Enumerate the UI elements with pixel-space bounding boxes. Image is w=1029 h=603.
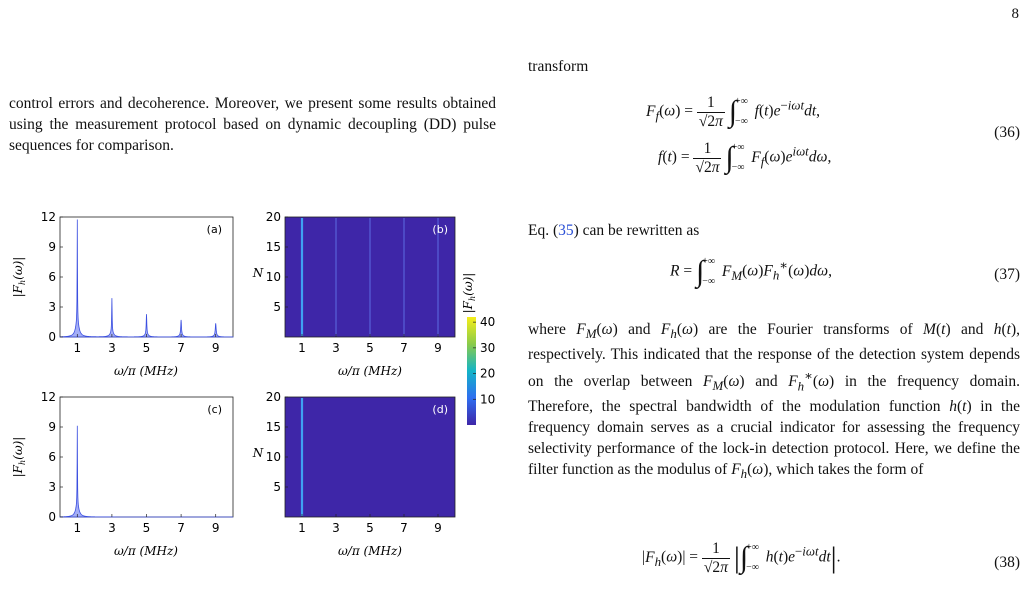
y-tick-label: 15	[266, 420, 281, 434]
y-tick-label: 5	[273, 480, 281, 494]
panel-b-ylabel: N	[252, 266, 264, 280]
panel-a-curve	[59, 219, 234, 338]
equation-37-body: R = ∫ +∞ −∞ FM(ω)Fh∗(ω)dω,	[670, 255, 832, 288]
panel-d: (d) 1 3 5 7 9 5 10 15 20 N ω/π (MHz)	[252, 390, 456, 558]
equation-36-line1: Ff(ω) = 1 √2π ∫ +∞ −∞ f(t)e−iωtdt,	[646, 93, 820, 130]
eq35-reference-line: Eq. (35) can be rewritten as	[528, 220, 1020, 241]
x-tick-label: 1	[298, 521, 306, 535]
equation-38: |Fh(ω)| = 1 √2π |∫ +∞ −∞ h(t)e−iωtdt|. (38)	[528, 538, 1020, 594]
panel-b: (b) 1 3 5 7 9 5 10 15 20 N ω/π (MHz)	[252, 210, 456, 378]
x-tick-label: 1	[73, 341, 81, 355]
heatmap-bright-line	[300, 218, 304, 336]
panel-d-frame	[284, 396, 456, 518]
y-tick-label: 6	[48, 270, 56, 284]
y-tick-label: 0	[48, 510, 56, 524]
heatmap-bright-line	[335, 218, 337, 336]
x-tick-label: 7	[177, 341, 185, 355]
x-tick-label: 3	[332, 521, 340, 535]
y-tick-label: 9	[48, 420, 56, 434]
equation-36: Ff(ω) = 1 √2π ∫ +∞ −∞ f(t)e−iωtdt, f(t) = 1…	[528, 92, 1020, 182]
x-tick-label: 9	[212, 341, 220, 355]
eq35-prefix: Eq. (	[528, 222, 559, 239]
y-tick-label: 20	[266, 210, 281, 224]
x-tick-label: 3	[108, 341, 116, 355]
eq35-link[interactable]: 35	[558, 222, 574, 239]
y-tick-label: 3	[48, 480, 56, 494]
x-tick-label: 5	[143, 341, 151, 355]
x-tick-label: 7	[177, 521, 185, 535]
x-tick-label: 7	[400, 521, 408, 535]
panel-a: (a) 1 3 5 7 9 0 3 6 9 12 |Fh(ω)| ω/π (MHz)	[11, 210, 234, 378]
heatmap-bright-line	[300, 398, 304, 516]
page-number: 8	[1011, 6, 1020, 22]
y-tick-label: 5	[273, 300, 281, 314]
x-tick-label: 9	[434, 341, 442, 355]
x-tick-label: 7	[400, 341, 408, 355]
heatmap-bright-line	[369, 218, 371, 336]
y-tick-label: 9	[48, 240, 56, 254]
panel-d-label: (d)	[432, 403, 448, 416]
y-tick-label: 10	[266, 270, 281, 284]
left-paragraph: control errors and decoherence. Moreover…	[9, 95, 496, 154]
y-tick-label: 12	[41, 390, 56, 404]
colorbar-label: |Fh(ω)|	[461, 273, 477, 314]
equation-38-number: (38)	[994, 554, 1020, 571]
panel-c-ylabel: |Fh(ω)|	[11, 437, 27, 478]
colorbar-tick-label: 30	[480, 341, 495, 355]
colorbar-gradient	[467, 317, 476, 425]
colorbar-tick-label: 10	[480, 392, 495, 406]
panel-b-label: (b)	[432, 223, 448, 236]
equation-37-number: (37)	[994, 266, 1020, 283]
equation-36-line2: f(t) = 1 √2π ∫ +∞ −∞ Ff(ω)eiωtdω,	[658, 139, 832, 176]
y-tick-label: 20	[266, 390, 281, 404]
x-tick-label: 5	[366, 521, 374, 535]
panel-a-ylabel: |Fh(ω)|	[11, 257, 27, 298]
x-tick-label: 5	[366, 341, 374, 355]
eq35-suffix: ) can be rewritten as	[573, 222, 700, 239]
y-tick-label: 0	[48, 330, 56, 344]
colorbar: 10 20 30 40 |Fh(ω)|	[461, 273, 495, 425]
panel-c-label: (c)	[207, 403, 222, 416]
x-tick-label: 1	[73, 521, 81, 535]
y-tick-label: 6	[48, 450, 56, 464]
panel-c-frame	[59, 396, 234, 518]
panel-c-xlabel: ω/π (MHz)	[114, 544, 178, 558]
colorbar-tick-label: 40	[480, 315, 495, 329]
panel-a-xlabel: ω/π (MHz)	[114, 364, 178, 378]
x-tick-label: 3	[108, 521, 116, 535]
y-tick-label: 15	[266, 240, 281, 254]
x-tick-label: 5	[143, 521, 151, 535]
y-tick-label: 12	[41, 210, 56, 224]
intro-word: transform	[528, 58, 589, 75]
x-tick-label: 9	[434, 521, 442, 535]
y-tick-label: 10	[266, 450, 281, 464]
x-tick-label: 9	[212, 521, 220, 535]
filter-function-paragraph: where FM(ω) and Fh(ω) are the Fourier tr…	[528, 321, 1021, 482]
panel-d-xlabel: ω/π (MHz)	[338, 544, 402, 558]
x-tick-label: 3	[332, 341, 340, 355]
x-tick-label: 1	[298, 341, 306, 355]
panel-c: (c) 1 3 5 7 9 0 3 6 9 12 |Fh(ω)| ω/π (MHz)	[11, 390, 234, 558]
panel-d-ylabel: N	[252, 446, 264, 460]
equation-36-number: (36)	[994, 124, 1020, 141]
equation-37: R = ∫ +∞ −∞ FM(ω)Fh∗(ω)dω, (37)	[528, 252, 1020, 296]
y-tick-label: 3	[48, 300, 56, 314]
colorbar-tick-label: 20	[480, 367, 495, 381]
panel-a-label: (a)	[207, 223, 222, 236]
heatmap-bright-line	[403, 218, 405, 336]
panel-b-xlabel: ω/π (MHz)	[338, 364, 402, 378]
heatmap-bright-line	[437, 218, 439, 336]
figure: (a) 1 3 5 7 9 0 3 6 9 12 |Fh(ω)| ω/π (MHz) (b) 1 3…	[11, 210, 495, 558]
equation-38-body: |Fh(ω)| = 1 √2π |∫ +∞ −∞ h(t)e−iωtdt|.	[642, 539, 841, 576]
